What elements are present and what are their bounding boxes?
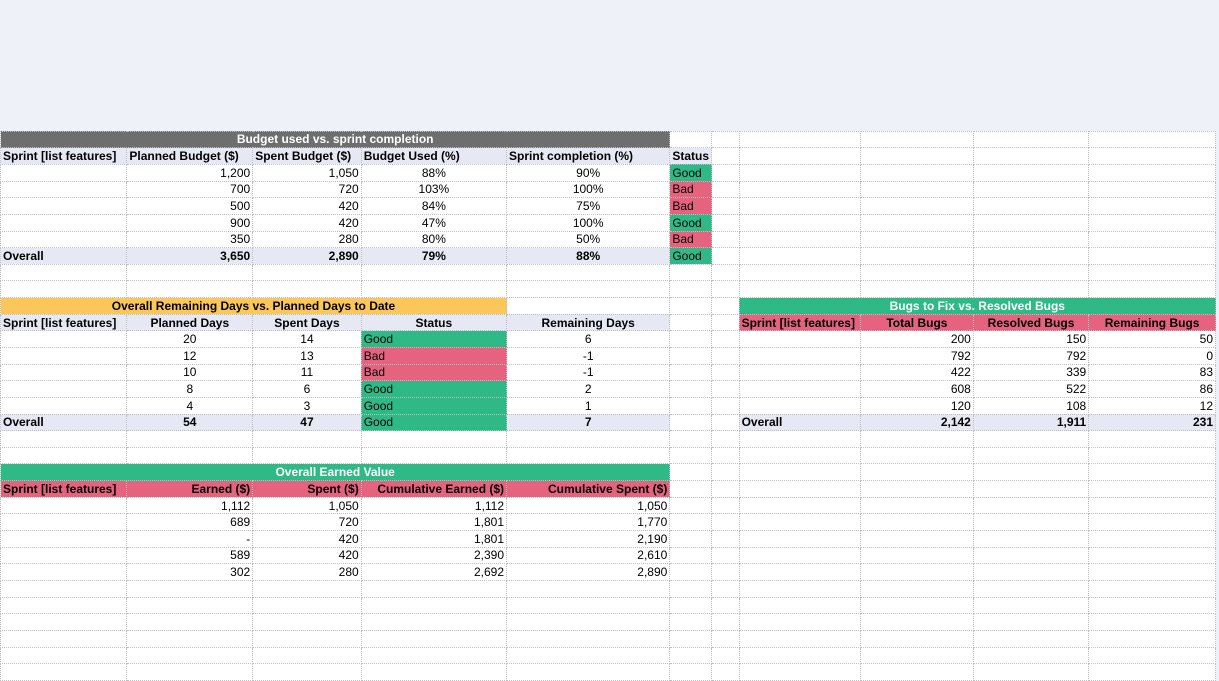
status-badge: Good <box>670 164 712 181</box>
table-row[interactable]: -4201,8012,190 <box>1 531 1216 548</box>
table-row[interactable]: Overall5447Good7Overall2,1421,911231 <box>1 414 1216 431</box>
status-badge: Bad <box>670 181 712 198</box>
t1-title: Budget used vs. sprint completion <box>1 131 670 148</box>
table-row[interactable]: Overall3,6502,89079%88%Good <box>1 248 1216 265</box>
table-row[interactable]: 6897201,8011,770 <box>1 514 1216 531</box>
t4-col2[interactable]: Spent ($) <box>253 481 362 498</box>
t2-col2[interactable]: Spent Days <box>253 314 362 331</box>
status-badge: Bad <box>361 364 506 381</box>
status-badge: Good <box>361 414 506 431</box>
t1-col1[interactable]: Planned Budget ($) <box>127 148 253 165</box>
t3-col1[interactable]: Total Bugs <box>860 314 973 331</box>
table-row[interactable]: 50042084%75%Bad <box>1 198 1216 215</box>
status-badge: Good <box>670 248 712 265</box>
table-row[interactable]: 90042047%100%Good <box>1 214 1216 231</box>
table-row[interactable]: 1,1121,0501,1121,050 <box>1 497 1216 514</box>
t1-col5[interactable]: Status <box>670 148 712 165</box>
status-badge: Good <box>361 397 506 414</box>
status-badge: Bad <box>670 231 712 248</box>
t3-col2[interactable]: Resolved Bugs <box>973 314 1088 331</box>
table-row[interactable]: 86Good260852286 <box>1 381 1216 398</box>
status-badge: Good <box>670 214 712 231</box>
t4-col0[interactable]: Sprint [list features] <box>1 481 127 498</box>
t1-col4[interactable]: Sprint completion (%) <box>507 148 670 165</box>
spreadsheet: Budget used vs. sprint completion Sprint… <box>0 0 1216 681</box>
table-row[interactable]: 43Good112010812 <box>1 397 1216 414</box>
t1-col2[interactable]: Spent Budget ($) <box>253 148 362 165</box>
t4-col4[interactable]: Cumulative Spent ($) <box>507 481 670 498</box>
t3-col0[interactable]: Sprint [list features] <box>739 314 860 331</box>
t2-col3[interactable]: Status <box>361 314 506 331</box>
t2-col1[interactable]: Planned Days <box>127 314 253 331</box>
table-row[interactable]: 1,2001,05088%90%Good <box>1 164 1216 181</box>
table-row[interactable]: 5894202,3902,610 <box>1 547 1216 564</box>
t2-col4[interactable]: Remaining Days <box>507 314 670 331</box>
t2-title: Overall Remaining Days vs. Planned Days … <box>1 298 507 315</box>
status-badge: Good <box>361 381 506 398</box>
t2-col0[interactable]: Sprint [list features] <box>1 314 127 331</box>
t4-col1[interactable]: Earned ($) <box>127 481 253 498</box>
t3-title: Bugs to Fix vs. Resolved Bugs <box>739 298 1215 315</box>
t4-title: Overall Earned Value <box>1 464 670 481</box>
t1-col0[interactable]: Sprint [list features] <box>1 148 127 165</box>
table-row[interactable]: 700720103%100%Bad <box>1 181 1216 198</box>
table-row[interactable]: 1213Bad-17927920 <box>1 347 1216 364</box>
status-badge: Bad <box>670 198 712 215</box>
status-badge: Good <box>361 331 506 348</box>
table-row[interactable]: 2014Good620015050 <box>1 331 1216 348</box>
table-row[interactable]: 1011Bad-142233983 <box>1 364 1216 381</box>
t1-col3[interactable]: Budget Used (%) <box>361 148 506 165</box>
table-row[interactable]: 35028080%50%Bad <box>1 231 1216 248</box>
status-badge: Bad <box>361 347 506 364</box>
table-row[interactable]: 3022802,6922,890 <box>1 564 1216 581</box>
t3-col3[interactable]: Remaining Bugs <box>1089 314 1216 331</box>
t4-col3[interactable]: Cumulative Earned ($) <box>361 481 506 498</box>
